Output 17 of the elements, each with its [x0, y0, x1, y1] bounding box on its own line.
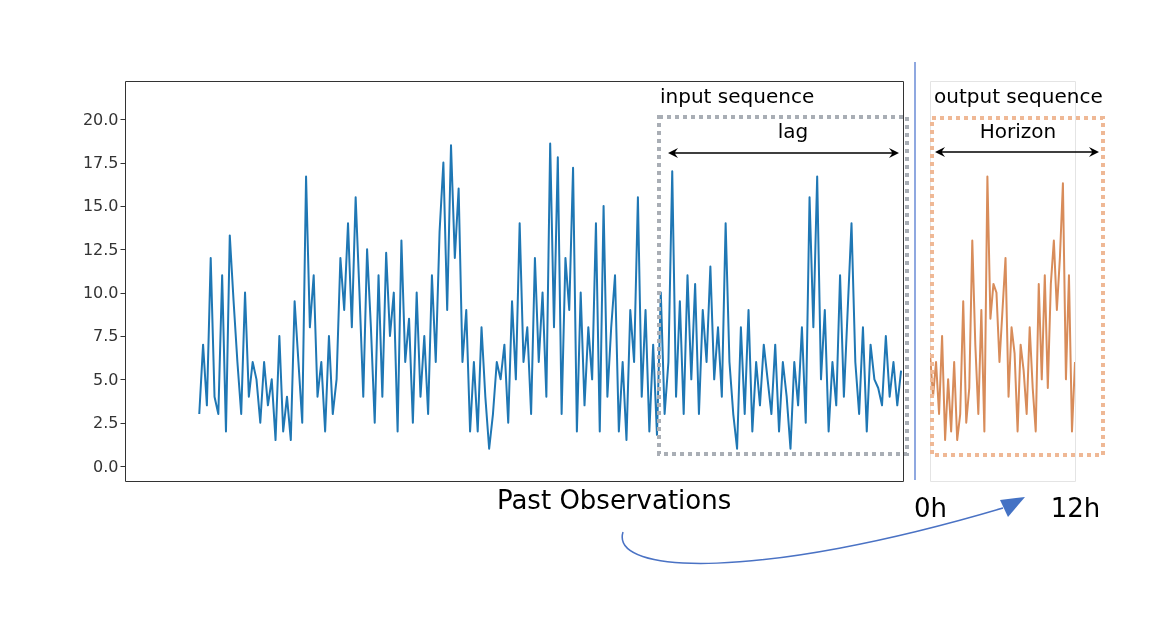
- y-tick-label: 10.0: [82, 283, 119, 303]
- y-tick-label: 12.5: [82, 239, 119, 259]
- line-series: [198, 142, 903, 450]
- y-tick-label: 15.0: [82, 196, 119, 216]
- annotation: lag: [777, 119, 809, 143]
- annotation: Horizon: [979, 119, 1057, 143]
- y-tick-label: 17.5: [82, 153, 119, 173]
- x-tick-label: 12h: [1050, 492, 1101, 523]
- x-axis-title: Past Observations: [496, 484, 732, 515]
- y-tick-label: 5.0: [93, 369, 119, 389]
- x-tick-label: 0h: [913, 492, 948, 523]
- y-tick-label: 0.0: [93, 456, 119, 476]
- annotation: input sequence: [660, 84, 815, 108]
- y-tick-label: 20.0: [82, 109, 119, 129]
- y-tick-label: 2.5: [93, 413, 119, 433]
- y-tick-label: 7.5: [93, 326, 119, 346]
- annotation: output sequence: [934, 84, 1103, 108]
